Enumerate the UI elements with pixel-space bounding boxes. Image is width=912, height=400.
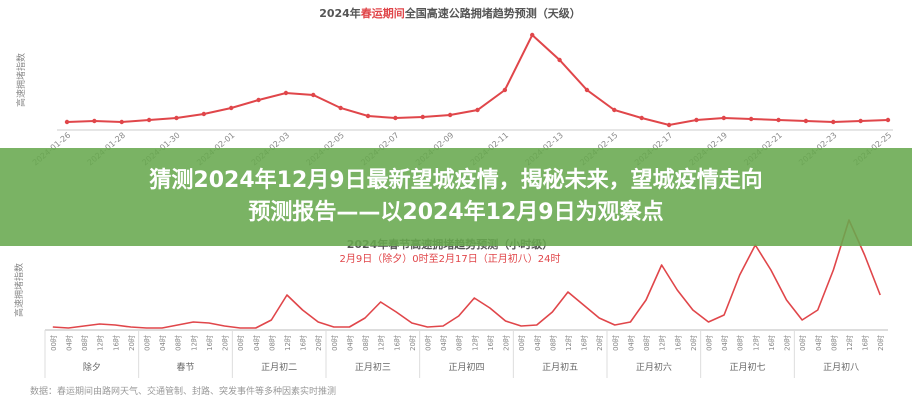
- x-tick-label: 00时: [517, 335, 526, 351]
- day-label: 正月初二: [261, 361, 297, 373]
- title-part: 2024年: [319, 6, 361, 20]
- x-tick-label: 12时: [751, 335, 760, 351]
- chart-title: 2024年春运期间全国高速公路拥堵趋势预测（天级）: [319, 6, 581, 20]
- y-axis-label: 高速拥堵指数: [13, 263, 25, 317]
- x-tick-label: 00时: [49, 335, 58, 351]
- x-tick-label: 08时: [829, 335, 838, 351]
- banner-line: 预测报告——以2024年12月9日为观察点: [248, 200, 664, 225]
- y-axis-label: 高速拥堵指数: [15, 53, 27, 107]
- x-tick-label: 04时: [345, 335, 354, 351]
- day-label: 正月初八: [823, 361, 859, 373]
- x-tick-label: 16时: [580, 335, 589, 351]
- banner: 猜测2024年12月9日最新望城疫情，揭秘未来，望城疫情走向 预测报告——以20…: [0, 148, 912, 246]
- x-tick-label: 20时: [127, 335, 136, 351]
- x-tick-label: 20时: [689, 335, 698, 351]
- x-tick-label: 00时: [142, 335, 151, 351]
- x-tick-label: 12时: [658, 335, 667, 351]
- day-label: 正月初三: [355, 361, 391, 373]
- x-tick-label: 20时: [314, 335, 323, 351]
- x-tick-label: 00时: [423, 335, 432, 351]
- x-tick-label: 00时: [611, 335, 620, 351]
- x-tick-label: 16时: [205, 335, 214, 351]
- day-label: 正月初七: [729, 361, 765, 373]
- chart-subtitle: 2月9日（除夕）0时至2月17日（正月初八）24时: [340, 252, 561, 265]
- x-tick-label: 12时: [189, 335, 198, 351]
- x-tick-label: 16时: [861, 335, 870, 351]
- x-tick-label: 04时: [814, 335, 823, 351]
- x-tick-label: 04时: [252, 335, 261, 351]
- x-tick-label: 00时: [236, 335, 245, 351]
- day-label: 正月初六: [636, 361, 672, 373]
- x-tick-label: 16时: [299, 335, 308, 351]
- day-label: 除夕: [83, 361, 101, 373]
- x-tick-label: 20时: [595, 335, 604, 351]
- x-tick-label: 12时: [470, 335, 479, 351]
- x-tick-label: 08时: [174, 335, 183, 351]
- x-tick-label: 20时: [783, 335, 792, 351]
- x-tick-label: 16时: [673, 335, 682, 351]
- x-tick-label: 12时: [283, 335, 292, 351]
- line: [66, 33, 889, 127]
- footer: 数据：春运期间由路网天气、交通管制、封路、突发事件等多种因素实时推测: [30, 385, 336, 397]
- x-tick-label: 00时: [704, 335, 713, 351]
- day-label: 正月初四: [448, 361, 484, 373]
- x-tick-label: 08时: [642, 335, 651, 351]
- x-tick-label: 00时: [330, 335, 339, 351]
- x-tick-label: 08时: [736, 335, 745, 351]
- x-tick-label: 12时: [96, 335, 105, 351]
- x-tick-label: 20时: [502, 335, 511, 351]
- x-tick-label: 04时: [158, 335, 167, 351]
- x-tick-label: 12时: [845, 335, 854, 351]
- x-tick-label: 08时: [548, 335, 557, 351]
- x-tick-label: 08时: [267, 335, 276, 351]
- x-tick-label: 20时: [221, 335, 230, 351]
- x-tick-label: 04时: [64, 335, 73, 351]
- x-tick-label: 16时: [111, 335, 120, 351]
- line: [52, 219, 881, 329]
- x-tick-label: 04时: [626, 335, 635, 351]
- x-tick-label: 04时: [439, 335, 448, 351]
- day-label: 春节: [176, 361, 194, 373]
- x-tick-label: 16时: [767, 335, 776, 351]
- day-label: 正月初五: [542, 361, 578, 373]
- title-part: 春运期间: [361, 6, 405, 20]
- x-tick-label: 16时: [486, 335, 495, 351]
- x-tick-label: 04时: [533, 335, 542, 351]
- banner-line: 猜测2024年12月9日最新望城疫情，揭秘未来，望城疫情走向: [149, 168, 763, 193]
- x-tick-label: 00时: [798, 335, 807, 351]
- x-tick-label: 08时: [361, 335, 370, 351]
- x-tick-label: 20时: [408, 335, 417, 351]
- x-tick-label: 08时: [80, 335, 89, 351]
- x-tick-label: 08时: [455, 335, 464, 351]
- x-tick-label: 04时: [720, 335, 729, 351]
- title-part: 全国高速公路拥堵趋势预测（天级）: [404, 6, 581, 20]
- x-tick-label: 20时: [876, 335, 885, 351]
- x-tick-label: 12时: [377, 335, 386, 351]
- x-tick-label: 16时: [392, 335, 401, 351]
- x-tick-label: 12时: [564, 335, 573, 351]
